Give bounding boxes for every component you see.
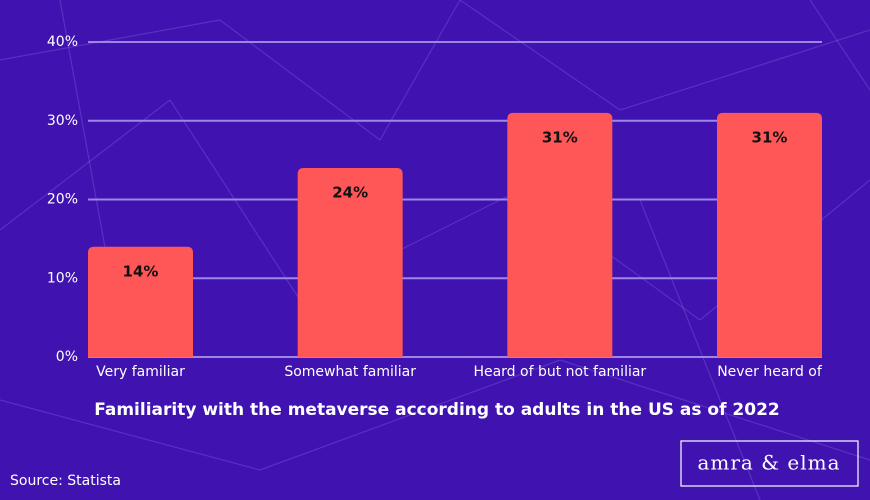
bar [507, 112, 613, 357]
value-label: 31% [752, 128, 788, 146]
x-tick-label: Very familiar [96, 364, 185, 380]
bar [717, 112, 822, 357]
y-tick-label: 10% [47, 270, 78, 286]
brand-box [680, 440, 859, 487]
y-tick-label: 20% [47, 192, 78, 208]
x-tick-label: Heard of but not familiar [473, 364, 646, 380]
bar [297, 168, 403, 357]
value-label: 31% [542, 128, 578, 146]
source: Source: Statista [10, 473, 121, 489]
brand: amra & elma [697, 451, 840, 475]
chart-title: Familiarity with the metaverse according… [94, 400, 780, 420]
x-tick-label: Never heard of [717, 364, 823, 380]
y-tick-label: 0% [56, 349, 78, 365]
y-tick-label: 30% [47, 113, 78, 129]
value-label: 14% [123, 262, 159, 280]
x-tick-label: Somewhat familiar [284, 364, 416, 380]
bar [88, 246, 193, 357]
y-tick-label: 40% [47, 34, 78, 50]
value-label: 24% [332, 184, 368, 202]
